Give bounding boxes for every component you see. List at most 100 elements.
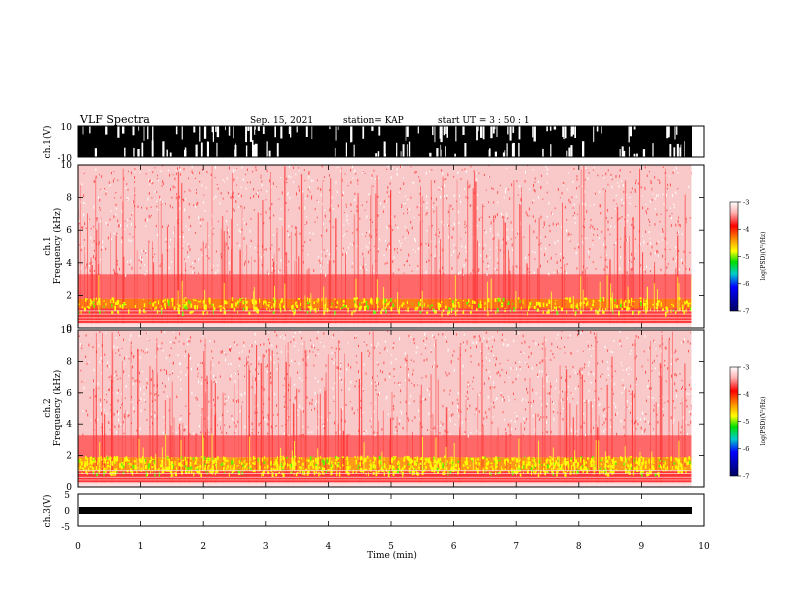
spectrogram-activity: [228, 469, 231, 471]
spectrogram-speckle: [533, 184, 534, 187]
spectrogram-speckle: [651, 245, 653, 249]
spectrogram-speckle: [554, 241, 556, 245]
ch1-waveform-gap: [669, 144, 672, 157]
spectrogram-speckle: [255, 368, 257, 371]
spectrogram-activity: [79, 459, 82, 461]
spectrogram-activity: [276, 461, 278, 465]
spectrogram-speckle: [205, 186, 207, 189]
spectrogram-speckle: [84, 222, 86, 226]
spectrogram-activity: [655, 302, 658, 306]
spectrogram-activity: [612, 309, 614, 314]
spectrogram-activity: [549, 459, 552, 464]
spectrogram-streak: [583, 166, 585, 324]
spectrogram-activity: [641, 472, 643, 477]
spectrogram-speckle: [679, 268, 680, 271]
spectrogram-speckle: [534, 177, 536, 180]
spectrogram-speckle: [470, 361, 472, 363]
spectrogram-activity: [282, 472, 285, 478]
spectrogram-speckle: [101, 248, 102, 251]
spectrogram-activity: [92, 467, 95, 470]
spectrogram-speckle: [165, 357, 167, 360]
spectrogram-speckle: [649, 220, 651, 223]
spectrogram-speckle: [188, 215, 190, 219]
spectrogram-speckle: [93, 379, 94, 383]
spectrogram-speckle: [668, 432, 670, 434]
spectrogram-speckle: [200, 225, 202, 227]
spectrogram-activity: [105, 303, 107, 306]
spectrogram-speckle: [582, 271, 584, 275]
spectrogram-speckle: [548, 272, 550, 276]
spectrogram-activity: [363, 298, 366, 303]
spectrogram-speckle: [558, 270, 560, 273]
spectrogram-streak: [493, 214, 495, 324]
spectrogram-speckle: [272, 266, 273, 270]
spectrogram-speckle: [522, 434, 524, 436]
spectrogram-speckle: [540, 264, 541, 268]
spectrogram-streak: [322, 182, 323, 324]
spectrogram-speckle: [683, 338, 685, 341]
spectrogram-speckle: [577, 385, 579, 388]
spectrogram-speckle: [399, 381, 401, 384]
spectrogram-speckle: [629, 196, 631, 199]
spectrogram-speckle: [80, 266, 82, 268]
spectrogram-activity: [334, 461, 337, 465]
spectrogram-speckle: [517, 194, 519, 196]
spectrogram-speckle: [113, 171, 115, 173]
spectrogram-speckle: [272, 182, 274, 185]
spectrogram-speckle: [189, 248, 191, 250]
spectrogram-speckle: [154, 414, 156, 418]
spectrogram-activity: [211, 466, 214, 469]
spectrogram-activity: [653, 462, 655, 464]
spectrogram-speckle: [184, 208, 186, 212]
spectrogram-activity: [392, 466, 395, 471]
spectrogram-speckle: [674, 206, 675, 209]
ch1-waveform-gap: [233, 126, 234, 139]
spectrogram-speckle: [345, 203, 347, 206]
spectrogram-streak: [430, 180, 432, 324]
spectrogram-activity: [103, 461, 105, 463]
spectrogram-speckle: [547, 260, 549, 263]
spectrogram-speckle: [361, 204, 363, 206]
spectrogram-speckle: [298, 389, 300, 393]
spectrogram-speckle: [669, 207, 671, 209]
spectrogram-activity: [465, 463, 467, 467]
spectrogram-activity: [276, 464, 279, 468]
spectrogram-speckle: [235, 430, 237, 433]
spectrogram-speckle: [631, 261, 633, 263]
spectrogram-activity: [266, 458, 268, 460]
spectrogram-activity: [566, 297, 569, 300]
spectrogram-activity: [272, 311, 275, 315]
spectrogram-activity: [549, 455, 551, 457]
spectrogram-speckle: [497, 331, 499, 333]
spectrogram-speckle: [528, 401, 529, 404]
spectrogram-speckle: [542, 226, 544, 228]
spectrogram-activity: [110, 472, 113, 477]
spectrogram-speckle: [298, 169, 300, 172]
spectrogram-speckle: [189, 356, 191, 360]
ch1-waveform-gap: [568, 147, 571, 157]
spectrogram-speckle: [89, 218, 91, 221]
ch1-waveform-gap: [353, 144, 355, 157]
spectrogram-activity: [383, 463, 386, 465]
spectrogram-speckle: [424, 333, 425, 336]
spectrogram-speckle: [101, 189, 103, 191]
spectrogram-activity: [293, 311, 295, 316]
spectrogram-speckle: [537, 413, 539, 417]
spectrogram-speckle: [347, 246, 349, 249]
spectrogram-speckle: [524, 421, 526, 424]
spectrogram-activity: [522, 471, 524, 474]
spectrogram-speckle: [567, 188, 569, 191]
spectrogram-speckle: [667, 183, 668, 186]
spectrogram-streak: [572, 417, 574, 483]
spectrogram-speckle: [363, 363, 365, 366]
spectrogram-speckle: [126, 224, 128, 227]
spectrogram-activity: [581, 465, 583, 468]
spectrogram-speckle: [304, 206, 306, 210]
spectrogram-speckle: [284, 389, 286, 392]
spectrogram-speckle: [298, 349, 300, 351]
spectrogram-speckle: [510, 221, 512, 224]
spectrogram-activity: [315, 466, 318, 470]
spectrogram-speckle: [485, 369, 487, 371]
spectrogram-speckle: [115, 336, 117, 339]
spectrogram-speckle: [166, 395, 168, 397]
